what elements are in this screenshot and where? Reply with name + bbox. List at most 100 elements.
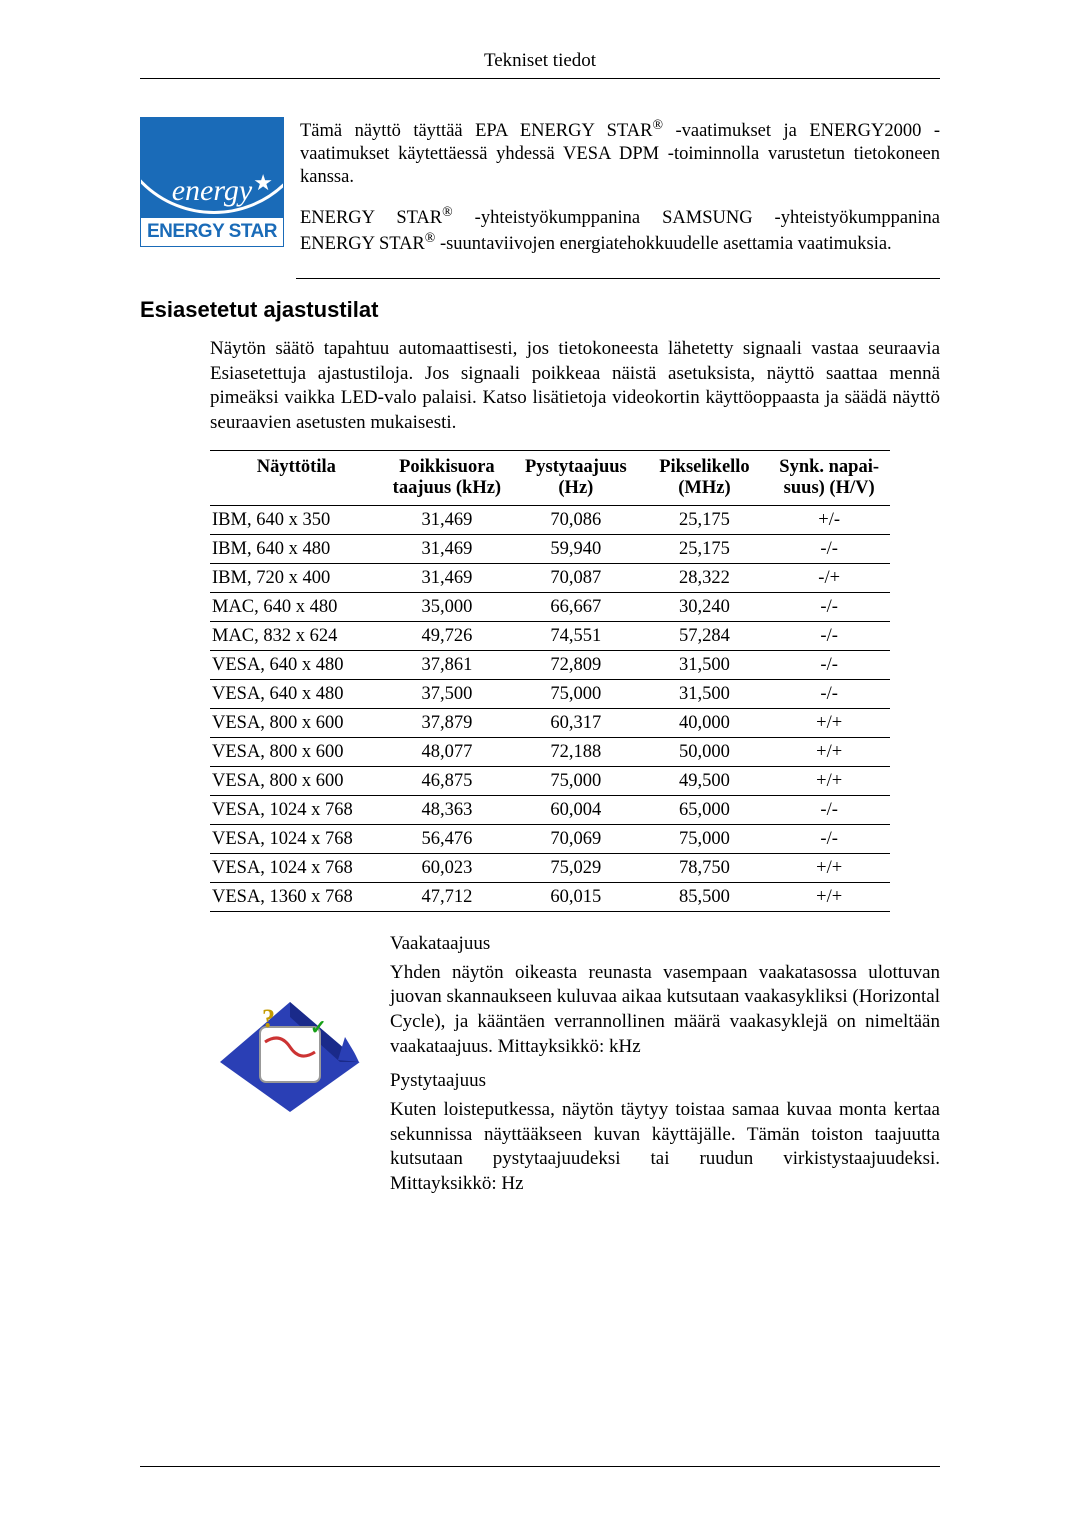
table-cell: -/+ xyxy=(768,563,890,592)
table-cell: IBM, 640 x 480 xyxy=(210,534,383,563)
page: Tekniset tiedot energy ★ ENERGY STAR Täm… xyxy=(0,0,1080,1527)
table-cell: 60,317 xyxy=(511,708,640,737)
table-cell: VESA, 640 x 480 xyxy=(210,650,383,679)
table-cell: VESA, 1360 x 768 xyxy=(210,882,383,911)
table-cell: 49,500 xyxy=(641,766,769,795)
table-cell: 50,000 xyxy=(641,737,769,766)
table-cell: +/+ xyxy=(768,737,890,766)
table-cell: +/- xyxy=(768,505,890,534)
table-cell: -/- xyxy=(768,795,890,824)
table-cell: 37,879 xyxy=(383,708,512,737)
table-cell: 47,712 xyxy=(383,882,512,911)
definitions-text: Vaakataajuus Yhden näytön oikeasta reuna… xyxy=(390,932,940,1207)
table-cell: 30,240 xyxy=(641,592,769,621)
table-row: VESA, 800 x 60037,87960,31740,000+/+ xyxy=(210,708,890,737)
table-cell: 25,175 xyxy=(641,534,769,563)
table-cell: 60,004 xyxy=(511,795,640,824)
table-cell: 75,029 xyxy=(511,853,640,882)
table-cell: 37,861 xyxy=(383,650,512,679)
table-cell: -/- xyxy=(768,650,890,679)
table-cell: VESA, 800 x 600 xyxy=(210,708,383,737)
page-header-title: Tekniset tiedot xyxy=(140,50,940,79)
page-footer-rule xyxy=(140,1466,940,1467)
table-cell: 37,500 xyxy=(383,679,512,708)
svg-text:✓: ✓ xyxy=(310,1017,327,1039)
table-row: VESA, 1024 x 76848,36360,00465,000-/- xyxy=(210,795,890,824)
table-cell: IBM, 720 x 400 xyxy=(210,563,383,592)
table-row: MAC, 640 x 48035,00066,66730,240-/- xyxy=(210,592,890,621)
table-cell: 85,500 xyxy=(641,882,769,911)
table-row: VESA, 1024 x 76856,47670,06975,000-/- xyxy=(210,824,890,853)
table-row: VESA, 1024 x 76860,02375,02978,750+/+ xyxy=(210,853,890,882)
table-row: VESA, 800 x 60048,07772,18850,000+/+ xyxy=(210,737,890,766)
table-header-cell: Poikkisuorataajuus (kHz) xyxy=(383,450,512,505)
table-cell: 48,077 xyxy=(383,737,512,766)
table-cell: 48,363 xyxy=(383,795,512,824)
table-header-cell: Pikselikello(MHz) xyxy=(641,450,769,505)
intro-paragraph-2: ENERGY STAR® -yhteistyökumppanina SAMSUN… xyxy=(300,204,940,257)
table-cell: 31,500 xyxy=(641,650,769,679)
table-row: VESA, 800 x 60046,87575,00049,500+/+ xyxy=(210,766,890,795)
energy-star-logo: energy ★ ENERGY STAR xyxy=(140,117,284,247)
table-cell: 70,087 xyxy=(511,563,640,592)
definition-2-body: Kuten loisteputkessa, näytön täytyy tois… xyxy=(390,1098,940,1197)
table-row: IBM, 640 x 35031,46970,08625,175+/- xyxy=(210,505,890,534)
table-header-cell: Pystytaajuus(Hz) xyxy=(511,450,640,505)
table-cell: MAC, 832 x 624 xyxy=(210,621,383,650)
table-cell: 59,940 xyxy=(511,534,640,563)
definitions-icon: ? ✓ xyxy=(210,982,370,1122)
table-row: VESA, 640 x 48037,50075,00031,500-/- xyxy=(210,679,890,708)
table-cell: VESA, 1024 x 768 xyxy=(210,853,383,882)
table-cell: 35,000 xyxy=(383,592,512,621)
definition-2-title: Pystytaajuus xyxy=(390,1069,940,1094)
table-cell: 31,500 xyxy=(641,679,769,708)
table-cell: 70,069 xyxy=(511,824,640,853)
timing-table: NäyttötilaPoikkisuorataajuus (kHz)Pystyt… xyxy=(210,450,890,912)
table-cell: +/+ xyxy=(768,766,890,795)
section-heading: Esiasetetut ajastustilat xyxy=(140,297,940,323)
table-cell: 46,875 xyxy=(383,766,512,795)
table-row: IBM, 640 x 48031,46959,94025,175-/- xyxy=(210,534,890,563)
table-cell: MAC, 640 x 480 xyxy=(210,592,383,621)
table-cell: 60,015 xyxy=(511,882,640,911)
definition-1-body: Yhden näytön oikeasta reunasta vasempaan… xyxy=(390,961,940,1060)
table-cell: -/- xyxy=(768,679,890,708)
table-row: IBM, 720 x 40031,46970,08728,322-/+ xyxy=(210,563,890,592)
table-header-cell: Synk. napai-suus) (H/V) xyxy=(768,450,890,505)
table-cell: VESA, 800 x 600 xyxy=(210,766,383,795)
table-cell: 78,750 xyxy=(641,853,769,882)
table-cell: -/- xyxy=(768,592,890,621)
table-cell: 25,175 xyxy=(641,505,769,534)
table-cell: 31,469 xyxy=(383,505,512,534)
table-cell: 74,551 xyxy=(511,621,640,650)
table-cell: VESA, 640 x 480 xyxy=(210,679,383,708)
table-header-cell: Näyttötila xyxy=(210,450,383,505)
table-cell: -/- xyxy=(768,534,890,563)
table-cell: VESA, 1024 x 768 xyxy=(210,795,383,824)
definitions-block: ? ✓ Vaakataajuus Yhden näytön oikeasta r… xyxy=(210,932,940,1207)
table-cell: VESA, 1024 x 768 xyxy=(210,824,383,853)
svg-text:?: ? xyxy=(262,1004,275,1033)
intro-block: energy ★ ENERGY STAR Tämä näyttö täyttää… xyxy=(140,117,940,270)
table-cell: 60,023 xyxy=(383,853,512,882)
table-cell: 31,469 xyxy=(383,534,512,563)
table-cell: 56,476 xyxy=(383,824,512,853)
intro-text: Tämä näyttö täyttää EPA ENERGY STAR® -va… xyxy=(300,117,940,270)
table-row: VESA, 1360 x 76847,71260,01585,500+/+ xyxy=(210,882,890,911)
table-cell: 66,667 xyxy=(511,592,640,621)
table-cell: 72,188 xyxy=(511,737,640,766)
table-cell: VESA, 800 x 600 xyxy=(210,737,383,766)
intro-divider xyxy=(296,278,940,279)
table-row: MAC, 832 x 62449,72674,55157,284-/- xyxy=(210,621,890,650)
table-cell: 31,469 xyxy=(383,563,512,592)
table-cell: 65,000 xyxy=(641,795,769,824)
table-cell: 57,284 xyxy=(641,621,769,650)
table-cell: IBM, 640 x 350 xyxy=(210,505,383,534)
star-icon: ★ xyxy=(253,170,273,196)
table-cell: 28,322 xyxy=(641,563,769,592)
table-cell: -/- xyxy=(768,621,890,650)
table-cell: 72,809 xyxy=(511,650,640,679)
table-cell: -/- xyxy=(768,824,890,853)
energy-star-label: ENERGY STAR xyxy=(141,218,283,246)
table-cell: 75,000 xyxy=(641,824,769,853)
